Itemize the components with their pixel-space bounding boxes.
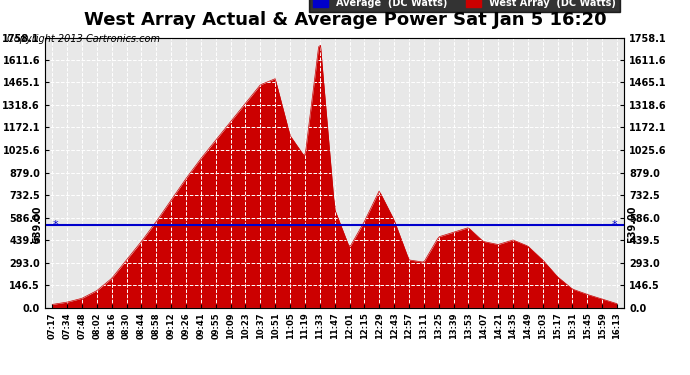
Legend: Average  (DC Watts), West Array  (DC Watts): Average (DC Watts), West Array (DC Watts… <box>309 0 620 12</box>
Text: *: * <box>611 220 617 230</box>
Text: 539.00: 539.00 <box>627 206 638 243</box>
Text: *: * <box>52 220 58 230</box>
Text: West Array Actual & Average Power Sat Jan 5 16:20: West Array Actual & Average Power Sat Ja… <box>83 11 607 29</box>
Text: Copyright 2013 Cartronics.com: Copyright 2013 Cartronics.com <box>7 34 160 44</box>
Text: 539.00: 539.00 <box>32 206 42 243</box>
